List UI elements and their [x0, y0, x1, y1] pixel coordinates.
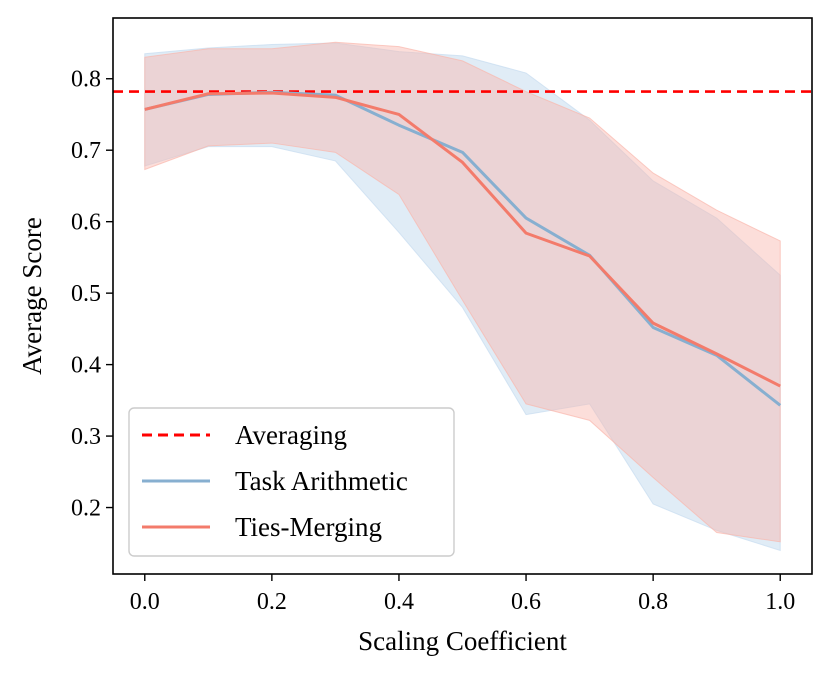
y-tick-label: 0.5 — [71, 281, 101, 307]
confidence-bands — [144, 41, 781, 552]
legend-box — [128, 407, 455, 557]
x-axis-label: Scaling Coefficient — [358, 626, 567, 656]
x-tick-label: 1.0 — [765, 589, 795, 615]
y-tick-label: 0.8 — [71, 67, 101, 93]
x-tick-label: 0.0 — [130, 589, 160, 615]
legend: Averaging Task Arithmetic Ties-Merging — [128, 407, 455, 557]
band-ties-merging — [144, 41, 781, 543]
y-tick-label: 0.4 — [71, 353, 101, 379]
y-tick-label: 0.7 — [71, 138, 101, 164]
y-tick-label: 0.6 — [71, 210, 101, 236]
y-axis-ticks: 0.2 0.3 0.4 0.5 0.6 0.7 0.8 — [71, 67, 113, 522]
y-tick-label: 0.3 — [71, 424, 101, 450]
x-tick-label: 0.8 — [638, 589, 668, 615]
series-lines — [144, 90, 782, 407]
x-tick-label: 0.6 — [511, 589, 541, 615]
x-axis-ticks: 0.0 0.2 0.4 0.6 0.8 1.0 — [130, 574, 795, 615]
legend-label: Ties-Merging — [235, 512, 382, 542]
legend-label: Task Arithmetic — [235, 466, 408, 496]
y-axis-label: Average Score — [17, 217, 47, 375]
x-tick-label: 0.4 — [384, 589, 414, 615]
legend-label: Averaging — [235, 420, 347, 450]
band-task-arithmetic — [144, 42, 781, 552]
plot-area-frame — [112, 17, 813, 575]
x-tick-label: 0.2 — [257, 589, 287, 615]
y-tick-label: 0.2 — [71, 496, 101, 522]
